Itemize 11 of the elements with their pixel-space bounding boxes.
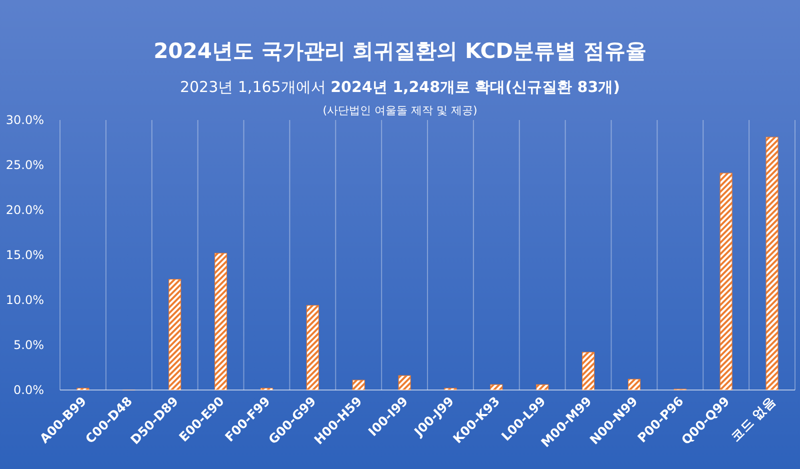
annotation: (사단법인 여울돌 제작 및 제공) [322, 104, 478, 117]
y-tick-label: 30.0% [6, 113, 44, 127]
y-tick-label: 5.0% [14, 338, 44, 352]
y-tick-label: 25.0% [6, 158, 44, 172]
y-tick-label: 10.0% [6, 293, 44, 307]
y-tick-label: 0.0% [14, 383, 44, 397]
y-tick-label: 15.0% [6, 248, 44, 262]
subtitle: 2023년 1,165개에서 2024년 1,248개로 확대(신규질환 83개) [180, 78, 620, 96]
x-tick-label: 코드 없음 [728, 394, 778, 444]
title: 2024년도 국가관리 희귀질환의 KCD분류별 점유율 [154, 39, 646, 63]
y-tick-label: 20.0% [6, 203, 44, 217]
